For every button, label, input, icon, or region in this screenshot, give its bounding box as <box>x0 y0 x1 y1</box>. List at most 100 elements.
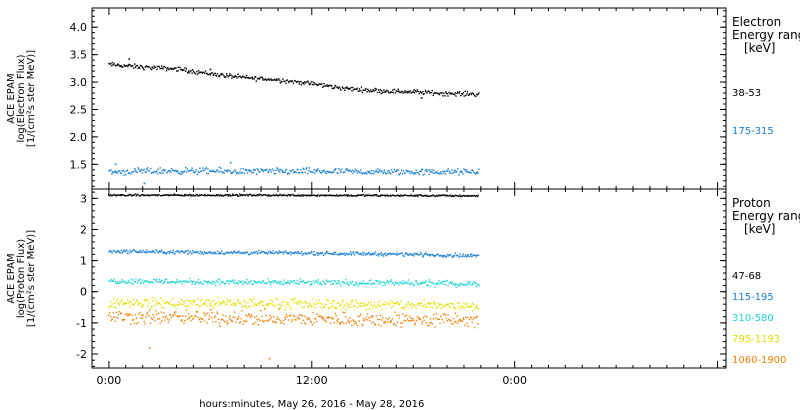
data-point <box>323 194 326 196</box>
data-point <box>294 171 297 173</box>
data-point <box>287 302 289 304</box>
data-point <box>193 71 195 74</box>
data-point <box>415 280 418 283</box>
data-point <box>248 253 251 256</box>
data-point <box>353 254 356 256</box>
data-point <box>448 282 450 284</box>
data-point <box>264 169 266 171</box>
data-point <box>356 172 358 174</box>
data-point <box>313 169 315 171</box>
data-point <box>374 87 376 90</box>
data-point <box>250 280 252 283</box>
data-point <box>117 194 120 196</box>
data-point <box>195 195 197 197</box>
data-point <box>214 304 216 306</box>
data-point <box>451 172 454 175</box>
data-point <box>254 316 256 318</box>
data-point <box>153 65 155 67</box>
data-point <box>262 280 265 283</box>
data-point <box>360 282 362 284</box>
data-point <box>181 303 184 306</box>
data-point <box>242 75 244 78</box>
data-point <box>394 282 397 284</box>
data-point <box>357 170 359 172</box>
data-point <box>245 76 247 79</box>
data-point <box>478 92 480 94</box>
data-point <box>275 194 277 196</box>
data-point <box>245 74 248 77</box>
data-point <box>184 279 187 282</box>
data-point <box>221 318 223 321</box>
proton-ytick-label: -2 <box>76 348 87 361</box>
data-point <box>440 315 442 318</box>
data-point <box>134 193 137 195</box>
data-point <box>256 253 259 255</box>
data-point <box>163 280 166 283</box>
data-point <box>184 193 186 196</box>
data-point <box>291 298 294 301</box>
data-point <box>337 167 340 170</box>
data-point <box>116 300 118 303</box>
data-point <box>462 284 464 286</box>
data-point <box>176 304 178 306</box>
data-point <box>390 195 393 197</box>
data-point <box>349 281 352 283</box>
data-point <box>223 319 225 322</box>
data-point <box>311 251 313 254</box>
data-point <box>180 194 182 197</box>
data-point <box>263 300 265 303</box>
data-point <box>230 251 232 253</box>
data-point <box>425 91 427 93</box>
data-point <box>133 167 136 170</box>
data-point <box>456 315 458 317</box>
data-point <box>116 282 118 285</box>
data-point <box>258 303 260 305</box>
data-point <box>270 302 272 305</box>
data-point <box>264 78 266 80</box>
data-point <box>427 284 429 287</box>
data-point <box>169 250 172 253</box>
data-point <box>123 318 125 321</box>
data-point <box>203 169 205 172</box>
data-point <box>392 323 395 326</box>
data-point <box>275 169 277 172</box>
data-point <box>415 195 417 197</box>
data-point <box>407 301 410 303</box>
data-point <box>216 311 218 313</box>
data-point <box>331 194 333 197</box>
data-point <box>256 304 259 307</box>
data-point <box>308 167 311 169</box>
data-point <box>236 318 238 320</box>
data-point <box>388 282 390 284</box>
data-point <box>145 280 147 282</box>
data-point <box>127 250 129 253</box>
data-point <box>320 315 322 318</box>
data-point <box>272 79 274 81</box>
data-point <box>177 170 179 172</box>
data-point <box>248 282 251 285</box>
data-point <box>157 168 159 171</box>
data-point <box>410 317 412 319</box>
data-point <box>394 253 396 255</box>
data-point <box>388 252 390 255</box>
data-point <box>396 321 399 324</box>
data-point <box>289 169 291 172</box>
data-point <box>448 194 451 197</box>
data-point <box>330 302 332 304</box>
data-point <box>339 323 341 325</box>
data-point <box>190 280 193 282</box>
data-point <box>411 195 413 197</box>
data-point <box>398 303 400 306</box>
data-point <box>161 320 163 322</box>
data-point <box>128 63 130 66</box>
data-point <box>439 194 442 197</box>
data-point <box>264 282 267 285</box>
data-point <box>326 251 328 253</box>
data-point <box>468 171 470 174</box>
data-point <box>184 315 187 317</box>
data-point <box>115 316 117 318</box>
data-point <box>457 302 459 305</box>
data-point <box>331 305 333 308</box>
data-point <box>178 281 180 283</box>
